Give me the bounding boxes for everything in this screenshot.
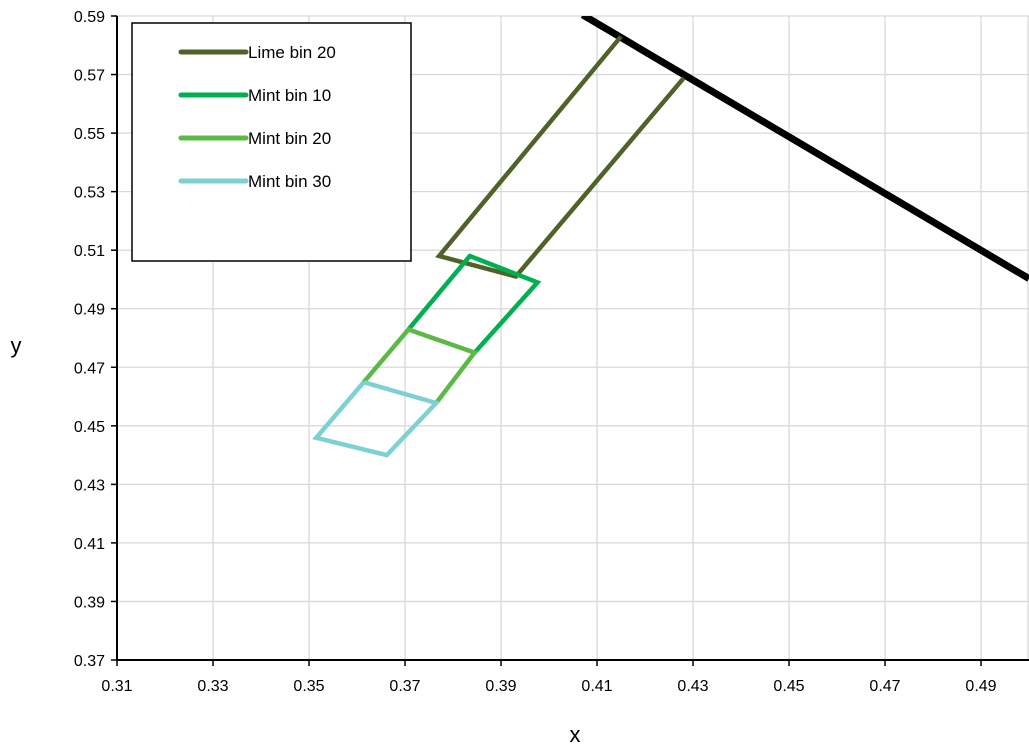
y-axis-title: y [11, 333, 22, 358]
y-tick-label: 0.57 [74, 68, 105, 85]
y-tick-label: 0.49 [74, 302, 105, 319]
legend-label: Mint bin 10 [248, 86, 331, 105]
tick-labels: 0.31 0.33 0.35 0.37 0.39 0.41 0.43 0.45 0.47 0.49… [74, 9, 997, 695]
x-tick-label: 0.47 [869, 678, 900, 695]
legend-label: Lime bin 20 [248, 43, 336, 62]
legend-label: Mint bin 20 [248, 129, 331, 148]
series-line-2 [435, 35, 686, 280]
series-line-5 [312, 380, 441, 458]
x-tick-label: 0.35 [293, 678, 324, 695]
x-tick-label: 0.49 [965, 678, 996, 695]
x-tick-label: 0.43 [677, 678, 708, 695]
x-axis-title: x [570, 722, 581, 747]
y-tick-label: 0.45 [74, 419, 105, 436]
series-line-1 [580, 16, 1029, 282]
x-tick-label: 0.37 [389, 678, 420, 695]
y-tick-label: 0.37 [74, 653, 105, 670]
legend: Lime bin 20 Mint bin 10 Mint bin 20 Mint bi… [131, 22, 412, 262]
series-line-4 [361, 326, 479, 405]
y-tick-label: 0.55 [74, 126, 105, 143]
y-tick-label: 0.51 [74, 243, 105, 260]
y-tick-label: 0.39 [74, 594, 105, 611]
y-tick-label: 0.43 [74, 477, 105, 494]
y-tick-label: 0.59 [74, 9, 105, 26]
series-line-3 [406, 253, 542, 355]
series-layer [312, 16, 1029, 458]
y-tick-label: 0.41 [74, 536, 105, 553]
legend-box [131, 22, 412, 262]
x-tick-label: 0.39 [485, 678, 516, 695]
x-tick-label: 0.45 [773, 678, 804, 695]
x-tick-label: 0.31 [101, 678, 132, 695]
axes [111, 15, 1029, 666]
x-tick-label: 0.33 [197, 678, 228, 695]
x-tick-label: 0.41 [581, 678, 612, 695]
y-tick-label: 0.53 [74, 185, 105, 202]
y-tick-label: 0.47 [74, 360, 105, 377]
legend-label: Mint bin 30 [248, 172, 331, 191]
